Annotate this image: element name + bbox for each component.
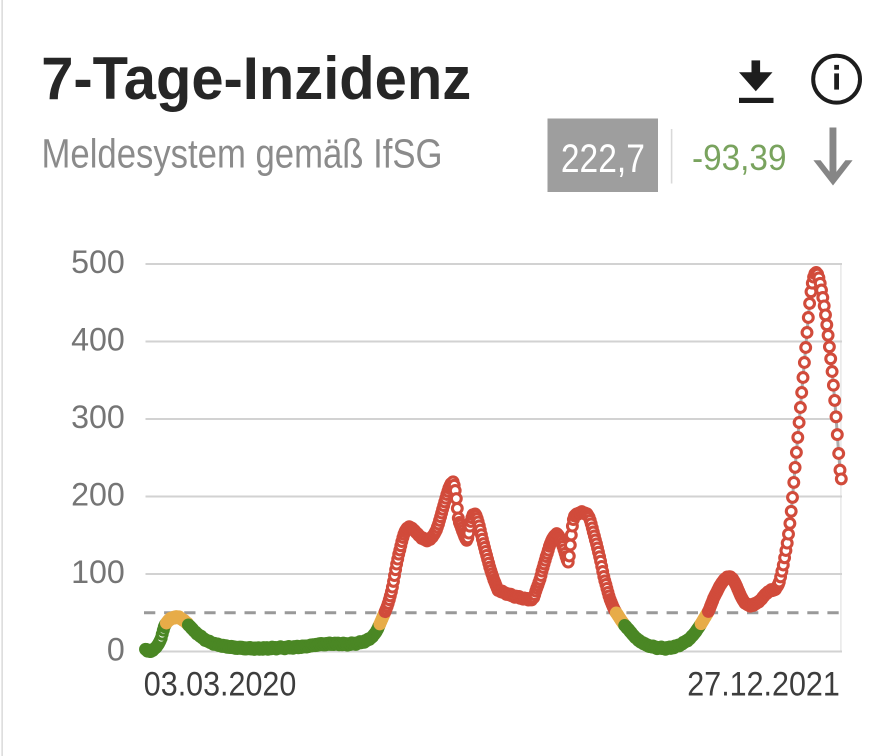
svg-text:7-Tage-Inzidenz: 7-Tage-Inzidenz	[41, 45, 471, 112]
svg-text:400: 400	[71, 321, 125, 357]
svg-text:100: 100	[71, 554, 125, 590]
svg-text:200: 200	[71, 476, 125, 512]
svg-text:300: 300	[71, 399, 125, 435]
svg-text:03.03.2020: 03.03.2020	[144, 666, 296, 704]
svg-text:500: 500	[71, 244, 125, 280]
svg-text:Meldesystem gemäß IfSG: Meldesystem gemäß IfSG	[42, 131, 443, 177]
svg-text:27.12.2021: 27.12.2021	[687, 666, 840, 704]
svg-text:0: 0	[107, 631, 125, 667]
svg-text:222,7: 222,7	[561, 137, 645, 181]
svg-text:-93,39: -93,39	[692, 137, 787, 178]
